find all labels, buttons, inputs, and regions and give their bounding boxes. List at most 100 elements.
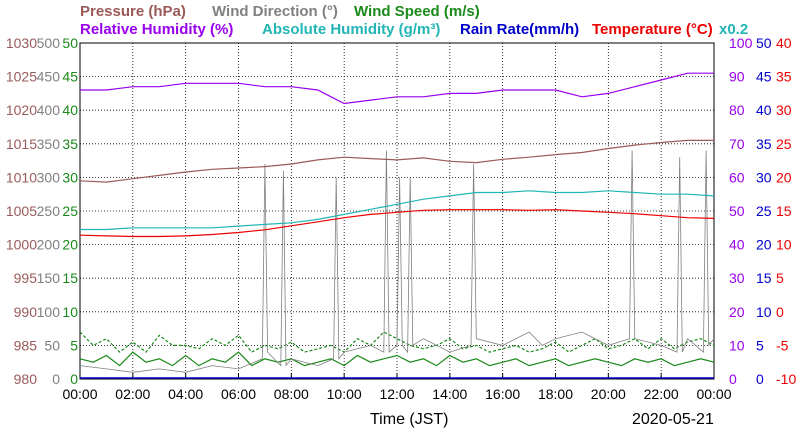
y-tick-pressure: 990: [14, 304, 38, 320]
y-tick-rain: 30: [756, 169, 772, 185]
y-tick-pressure: 1000: [6, 237, 37, 253]
y-tick-humidity: 10: [729, 337, 745, 353]
y-tick-humidity: 0: [729, 371, 737, 387]
y-tick-temperature: -5: [776, 337, 789, 353]
y-tick-wind-dir: 200: [37, 237, 61, 253]
y-tick-temperature: 40: [776, 35, 792, 51]
y-tick-temperature: 20: [776, 169, 792, 185]
y-tick-wind-dir: 0: [52, 371, 60, 387]
legend-wind-direction: Wind Direction (°): [212, 3, 338, 20]
y-tick-wind-speed: 40: [62, 102, 78, 118]
y-tick-temperature: 30: [776, 102, 792, 118]
x-tick-label: 00:00: [62, 386, 97, 402]
y-tick-rain: 25: [756, 203, 772, 219]
x-tick-label: 22:00: [644, 386, 679, 402]
x-tick-label: 12:00: [379, 386, 414, 402]
series-pressure-hpa: [79, 139, 714, 183]
y-tick-humidity: 90: [729, 69, 745, 85]
y-tick-humidity: 60: [729, 169, 745, 185]
series-wind-speed-gust-m-s: [79, 331, 715, 353]
x-axis: 00:00 02:00 04:00 06:00 08:00 10:00 12:00 14:00…: [62, 373, 732, 402]
y-tick-wind-dir: 350: [37, 136, 61, 152]
legend-wind-speed: Wind Speed (m/s): [354, 3, 480, 20]
y-tick-wind-speed: 45: [62, 69, 78, 85]
series-relative-humidity: [80, 72, 714, 105]
y-tick-pressure: 995: [14, 270, 38, 286]
series-absolute-humidity-g-m: [80, 190, 715, 231]
chart-date: 2020-05-21: [632, 411, 714, 428]
x-tick-label: 08:00: [274, 386, 309, 402]
y-tick-pressure: 1020: [6, 102, 37, 118]
x-tick-label: 06:00: [221, 386, 256, 402]
y-tick-humidity: 30: [729, 270, 745, 286]
y-tick-humidity: 70: [729, 136, 745, 152]
y-tick-temperature: 10: [776, 237, 792, 253]
y-tick-pressure: 1010: [6, 169, 37, 185]
series-temperature-c: [79, 209, 715, 238]
y-tick-humidity: 80: [729, 102, 745, 118]
y-tick-wind-dir: 50: [44, 337, 60, 353]
y-tick-wind-speed: 25: [62, 203, 78, 219]
y-tick-temperature: 5: [776, 270, 784, 286]
y-tick-pressure: 1025: [6, 69, 37, 85]
x-axis-label: Time (JST): [370, 411, 449, 428]
y-tick-wind-speed: 10: [62, 304, 78, 320]
y-tick-rain: 45: [756, 69, 772, 85]
y-tick-rain: 40: [756, 102, 772, 118]
y-tick-temperature: 25: [776, 136, 792, 152]
y-tick-wind-dir: 400: [37, 102, 61, 118]
y-tick-wind-speed: 30: [62, 169, 78, 185]
x-tick-label: 18:00: [538, 386, 573, 402]
y-tick-pressure: 1030: [6, 35, 37, 51]
x-tick-label: 16:00: [485, 386, 520, 402]
y-tick-rain: 5: [756, 337, 764, 353]
y-tick-rain: 15: [756, 270, 772, 286]
y-tick-temperature: 35: [776, 69, 792, 85]
legend-pressure: Pressure (hPa): [80, 3, 186, 20]
y-tick-rain: 20: [756, 237, 772, 253]
x-tick-label: 00:00: [696, 386, 731, 402]
y-tick-wind-speed: 15: [62, 270, 78, 286]
y-tick-humidity: 40: [729, 237, 745, 253]
x-tick-label: 10:00: [327, 386, 362, 402]
y-tick-wind-speed: 0: [70, 371, 78, 387]
y-tick-humidity: 50: [729, 203, 745, 219]
series-wind-speed-m-s: [79, 351, 715, 367]
y-tick-temperature: 0: [776, 304, 784, 320]
data-series: [79, 72, 715, 379]
y-tick-rain: 0: [756, 371, 764, 387]
y-tick-pressure: 1005: [6, 203, 37, 219]
y-tick-wind-dir: 250: [37, 203, 61, 219]
x-tick-label: 14:00: [432, 386, 467, 402]
legend-absolute-humidity: Absolute Humidity (g/m³): [262, 21, 440, 38]
y-tick-wind-speed: 35: [62, 136, 78, 152]
legend-rain-rate: Rain Rate(mm/h): [460, 21, 579, 38]
y-tick-wind-dir: 500: [37, 35, 61, 51]
y-tick-rain: 10: [756, 304, 772, 320]
y-tick-wind-dir: 300: [37, 169, 61, 185]
y-tick-pressure: 980: [14, 371, 38, 387]
y-tick-temperature: -10: [776, 371, 796, 387]
x-tick-label: 20:00: [591, 386, 626, 402]
y-tick-wind-speed: 5: [70, 337, 78, 353]
legend-relative-humidity: Relative Humidity (%): [80, 21, 233, 38]
x-tick-label: 02:00: [115, 386, 150, 402]
y-tick-humidity: 100: [729, 35, 753, 51]
y-axes: 9809859909951000100510101015102010251030…: [6, 35, 797, 387]
y-tick-wind-speed: 20: [62, 237, 78, 253]
y-tick-wind-dir: 150: [37, 270, 61, 286]
chart-legend: Pressure (hPa) Wind Direction (°) Wind S…: [80, 3, 748, 38]
x-tick-label: 04:00: [168, 386, 203, 402]
y-tick-rain: 50: [756, 35, 772, 51]
y-tick-wind-dir: 450: [37, 69, 61, 85]
y-tick-rain: 35: [756, 136, 772, 152]
legend-temperature: Temperature (°C): [592, 21, 713, 38]
series-wind-direction: [79, 150, 715, 373]
legend-multiplier: x0.2: [719, 21, 748, 38]
y-tick-humidity: 20: [729, 304, 745, 320]
y-tick-wind-dir: 100: [37, 304, 61, 320]
y-tick-pressure: 985: [14, 337, 38, 353]
y-tick-wind-speed: 50: [62, 35, 78, 51]
y-tick-temperature: 15: [776, 203, 792, 219]
